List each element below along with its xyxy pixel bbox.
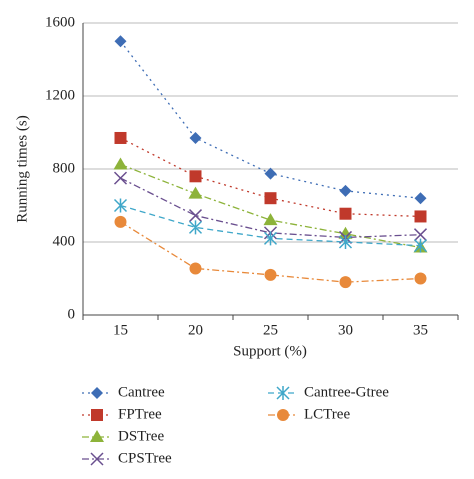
x-tick-label: 35 xyxy=(413,322,428,338)
data-point xyxy=(264,192,277,205)
legend-marker xyxy=(276,386,290,400)
x-tick-label: 25 xyxy=(263,322,278,338)
legend-marker xyxy=(277,409,289,421)
series-line xyxy=(120,177,421,239)
data-point xyxy=(338,226,353,239)
legend-marker xyxy=(91,387,103,399)
data-point xyxy=(189,262,202,275)
x-tick-label: 20 xyxy=(188,322,203,338)
legend-label: Cantree xyxy=(118,384,165,400)
data-point xyxy=(263,231,278,246)
data-point xyxy=(339,184,352,197)
y-tick-label: 1600 xyxy=(45,14,75,30)
data-point xyxy=(188,209,203,223)
data-point xyxy=(114,215,127,228)
data-point xyxy=(264,268,277,281)
data-point xyxy=(189,170,202,183)
legend-marker xyxy=(90,452,104,466)
legend-marker xyxy=(91,409,103,421)
legend-label: FPTree xyxy=(118,406,162,422)
data-point xyxy=(413,238,428,253)
y-tick-label: 800 xyxy=(53,160,76,176)
data-point xyxy=(414,192,427,205)
y-tick-label: 400 xyxy=(53,233,76,249)
data-point xyxy=(413,228,428,242)
x-axis-title: Support (%) xyxy=(233,343,307,359)
x-tick-label: 30 xyxy=(338,322,353,338)
data-point xyxy=(264,167,277,180)
data-point xyxy=(114,131,127,144)
data-point xyxy=(188,186,203,199)
data-point xyxy=(114,35,127,48)
data-point xyxy=(189,131,202,144)
legend-marker xyxy=(90,430,104,442)
legend-label: Cantree-Gtree xyxy=(304,384,389,400)
data-point xyxy=(339,276,352,289)
legend-label: DSTree xyxy=(118,428,164,444)
data-point xyxy=(113,171,128,185)
data-point xyxy=(113,157,128,170)
data-point xyxy=(414,210,427,223)
legend-label: CPSTree xyxy=(118,450,172,466)
data-point xyxy=(414,272,427,285)
data-point xyxy=(113,198,128,213)
data-point xyxy=(339,207,352,220)
legend-label: LCTree xyxy=(304,406,350,422)
y-tick-label: 0 xyxy=(68,306,76,322)
y-axis-title: Running times (s) xyxy=(14,115,30,223)
x-tick-label: 15 xyxy=(113,322,128,338)
y-tick-label: 1200 xyxy=(45,87,75,103)
data-point xyxy=(188,220,203,235)
data-point xyxy=(263,213,278,226)
data-point xyxy=(338,235,353,249)
